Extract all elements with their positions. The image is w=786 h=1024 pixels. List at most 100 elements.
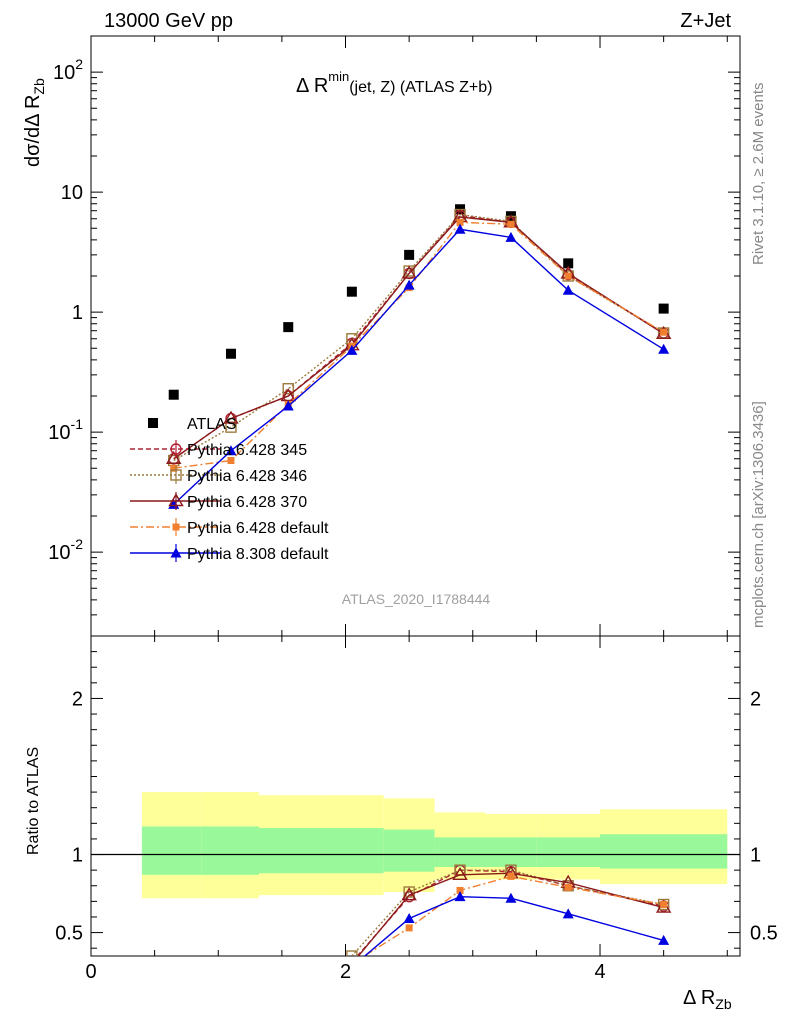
data-point-p370 <box>401 265 417 279</box>
ratio-point-p6def <box>564 883 572 891</box>
main-ylabel: dσ/dΔ RZb <box>22 78 47 167</box>
ratio-frame <box>90 635 741 957</box>
ratio-ytick-label-right: 1 <box>750 845 761 867</box>
main-ylabel-sub: Zb <box>31 78 47 95</box>
ratio-series-group <box>91 792 740 956</box>
ratio-panel: 0.5 0.5 1 1 2 2 0 2 4 <box>55 635 778 983</box>
data-point-atlas <box>404 249 415 260</box>
ratio-xlabel-main: Δ R <box>683 987 715 1009</box>
ratio-point-p346 <box>403 886 415 898</box>
ratio-ytick-label-left: 0.5 <box>55 923 83 945</box>
main-ytick-label: 10-1 <box>48 416 83 444</box>
ratio-point-p6def <box>507 872 515 880</box>
main-ytick-label-base: 10 <box>53 62 75 84</box>
beam-label: 13000 GeV pp <box>104 10 233 32</box>
uncertainty-band-inner <box>485 837 537 868</box>
data-point-p8def <box>562 284 574 295</box>
data-point-atlas <box>563 258 574 269</box>
ratio-xtick-label: 2 <box>340 961 351 983</box>
series-line-p346 <box>173 213 665 462</box>
main-ytick-label-base: 10 <box>48 542 70 564</box>
series-line-p345 <box>173 214 665 460</box>
data-point-p346 <box>282 383 294 395</box>
main-title-main: Δ R <box>296 75 328 97</box>
main-ytick-label-exp: -2 <box>71 536 84 552</box>
legend-label-p370: Pythia 6.428 370 <box>187 494 307 511</box>
main-ytick-label-exp: 2 <box>75 56 83 72</box>
legend-entry-p8def: Pythia 8.308 default <box>130 544 329 563</box>
data-point-p6def <box>456 218 464 226</box>
main-ylabel-main: dσ/dΔ R <box>22 95 44 167</box>
ratio-line-p8def <box>363 895 664 956</box>
series-p345 <box>168 209 670 465</box>
main-series-group <box>165 204 672 509</box>
series-p346 <box>168 208 670 467</box>
data-point-p8def <box>282 400 294 411</box>
main-ytick-label-base: 10 <box>48 422 70 444</box>
data-point-p8def <box>346 344 358 355</box>
uncertainty-band-inner <box>600 834 728 869</box>
ratio-xlabel: Δ RZb <box>683 987 732 1012</box>
series-line-p6def <box>173 221 665 469</box>
ratio-point-p8def <box>562 908 574 919</box>
main-title-sup: min <box>328 69 349 84</box>
data-point-p6def <box>227 457 235 465</box>
data-point-p6def <box>660 328 668 336</box>
main-ytick-label-exp: -1 <box>71 416 84 432</box>
ratio-line-p370 <box>357 872 664 956</box>
uncertainty-band-inner <box>434 837 486 868</box>
ratio-xtick-label: 4 <box>594 961 605 983</box>
legend-entry-p370: Pythia 6.428 370 <box>130 492 307 511</box>
legend-entry-p346: Pythia 6.428 346 <box>130 466 307 485</box>
process-label: Z+Jet <box>680 10 731 32</box>
data-point-p6def <box>170 464 178 472</box>
legend-entry-p6def: Pythia 6.428 default <box>130 518 329 537</box>
rivet-label: Rivet 3.1.10, ≥ 2.6M events <box>750 83 767 266</box>
data-point-p6def <box>564 272 572 280</box>
series-line-p8def <box>173 228 665 505</box>
uncertainty-band-inner <box>258 828 321 874</box>
series-p6def <box>170 218 668 472</box>
ratio-series-p8def <box>363 891 670 956</box>
ratio-line-p6def <box>363 875 664 956</box>
ratio-point-p8def <box>505 892 517 903</box>
legend-label-p6def: Pythia 6.428 default <box>187 520 329 537</box>
uncertainty-band-inner <box>201 826 259 875</box>
uncertainty-band-inner <box>536 837 601 868</box>
data-point-p370 <box>280 388 296 402</box>
data-point-p8def <box>505 231 517 242</box>
ratio-ytick-label-right: 2 <box>750 688 761 710</box>
ratio-xtick-label: 0 <box>85 961 96 983</box>
ratio-ytick-label-left: 1 <box>72 845 83 867</box>
legend-label-p345: Pythia 6.428 345 <box>187 442 307 459</box>
series-p370 <box>165 209 672 464</box>
data-point-atlas <box>283 322 294 333</box>
main-ytick-label: 1 <box>72 302 83 324</box>
data-point-atlas <box>346 286 357 297</box>
data-point-p8def <box>454 223 466 234</box>
series-atlas <box>168 204 669 400</box>
data-point-p370 <box>223 410 239 424</box>
ratio-point-p6def <box>405 924 413 932</box>
legend-entry-atlas: ATLAS <box>148 416 237 433</box>
ratio-point-p6def <box>456 886 464 894</box>
data-point-p8def <box>225 445 237 456</box>
ratio-ylabel: Ratio to ATLAS <box>25 747 42 855</box>
legend-label-p346: Pythia 6.428 346 <box>187 468 307 485</box>
legend-entry-p345: Pythia 6.428 345 <box>130 440 307 459</box>
ratio-point-p8def <box>454 891 466 902</box>
ratio-ytick-label-left: 2 <box>72 688 83 710</box>
legend-marker-p345 <box>170 443 182 455</box>
legend-marker-p8def <box>170 547 182 558</box>
data-point-atlas <box>225 348 236 359</box>
main-ytick-label: 102 <box>53 56 83 84</box>
legend-label-atlas: ATLAS <box>187 416 237 433</box>
legend-marker-p346 <box>170 469 182 481</box>
data-point-p8def <box>403 279 415 290</box>
main-ytick-label: 10 <box>61 182 83 204</box>
series-p8def <box>168 223 670 509</box>
data-point-p346 <box>225 421 237 433</box>
legend-marker-atlas <box>148 418 158 428</box>
analysis-label: ATLAS_2020_I1788444 <box>342 591 491 607</box>
